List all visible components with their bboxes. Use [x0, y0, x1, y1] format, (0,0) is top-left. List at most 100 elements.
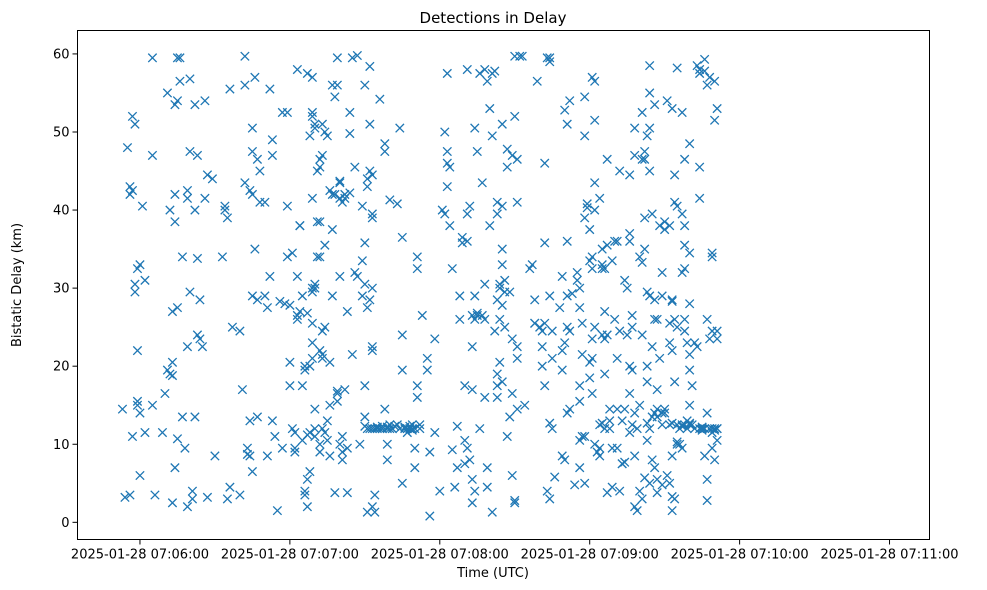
- data-point: [637, 257, 647, 268]
- data-point: [262, 302, 273, 313]
- data-point: [615, 326, 625, 336]
- data-point: [565, 96, 575, 106]
- data-point: [625, 427, 635, 438]
- data-point: [342, 488, 353, 498]
- data-point: [130, 279, 140, 289]
- data-point: [280, 299, 290, 309]
- data-point: [147, 400, 158, 410]
- data-point: [615, 166, 625, 176]
- data-point: [460, 381, 470, 391]
- data-point: [317, 349, 328, 360]
- data-point: [470, 486, 480, 496]
- data-point: [467, 384, 477, 395]
- data-point: [582, 199, 592, 209]
- data-point: [557, 365, 567, 375]
- data-point: [560, 105, 570, 115]
- data-markers: [117, 50, 722, 521]
- data-point: [567, 288, 577, 299]
- data-point: [382, 439, 392, 449]
- data-point: [452, 463, 462, 473]
- data-point: [712, 326, 722, 336]
- data-point: [677, 443, 687, 453]
- data-point: [669, 314, 680, 325]
- data-point: [327, 291, 338, 301]
- data-point: [662, 470, 672, 481]
- data-point: [285, 357, 295, 367]
- data-point: [669, 494, 680, 504]
- data-point: [492, 392, 502, 403]
- data-point: [557, 271, 567, 282]
- data-point: [140, 427, 150, 438]
- data-point: [300, 486, 310, 496]
- data-point: [702, 314, 712, 325]
- data-point: [225, 482, 235, 492]
- data-point: [282, 107, 293, 118]
- data-point: [699, 54, 710, 65]
- data-point: [345, 128, 355, 139]
- data-point: [465, 455, 475, 465]
- data-point: [292, 271, 303, 282]
- data-point: [475, 423, 485, 434]
- data-point: [367, 502, 377, 512]
- data-point: [642, 418, 652, 428]
- data-point: [345, 188, 355, 198]
- data-point: [235, 490, 245, 500]
- data-point: [242, 443, 253, 453]
- data-point: [669, 170, 680, 180]
- data-point: [547, 326, 557, 336]
- data-point: [580, 131, 590, 141]
- data-point: [302, 474, 313, 485]
- data-point: [500, 322, 510, 332]
- data-point: [542, 486, 552, 496]
- data-point: [315, 217, 325, 227]
- data-point: [709, 76, 720, 86]
- data-point: [310, 283, 320, 293]
- data-point: [679, 326, 690, 336]
- data-point: [677, 209, 687, 219]
- y-axis-label: Bistatic Delay (km): [10, 223, 25, 347]
- data-point: [512, 154, 522, 164]
- data-point: [659, 408, 670, 418]
- data-point: [537, 342, 547, 352]
- data-point: [647, 209, 657, 219]
- data-point: [507, 334, 517, 344]
- data-point: [622, 330, 632, 340]
- data-point: [285, 300, 295, 310]
- data-point: [560, 338, 570, 348]
- data-point: [442, 181, 452, 192]
- data-point: [510, 498, 520, 508]
- data-point: [645, 88, 655, 98]
- data-point: [352, 50, 362, 61]
- data-point: [602, 154, 612, 164]
- data-point: [492, 209, 502, 219]
- data-point: [699, 66, 710, 76]
- data-point: [272, 505, 283, 516]
- data-point: [709, 425, 720, 435]
- data-point: [147, 53, 158, 63]
- data-point: [310, 404, 320, 414]
- data-point: [315, 439, 325, 449]
- data-point: [585, 224, 595, 235]
- data-point: [247, 466, 258, 477]
- data-point: [325, 451, 335, 461]
- data-point: [694, 64, 705, 75]
- data-point: [275, 296, 285, 307]
- data-point: [135, 408, 145, 418]
- data-point: [192, 150, 203, 161]
- data-point: [175, 76, 185, 86]
- data-point: [352, 271, 362, 282]
- data-point: [557, 345, 567, 356]
- data-point: [337, 431, 348, 442]
- data-point: [625, 228, 635, 239]
- data-point: [610, 236, 620, 246]
- data-point: [445, 221, 455, 231]
- data-point: [240, 51, 250, 61]
- data-point: [532, 76, 542, 86]
- data-point: [545, 494, 555, 504]
- data-point: [467, 474, 477, 485]
- data-point: [679, 221, 690, 231]
- data-point: [500, 275, 510, 285]
- data-point: [540, 381, 550, 391]
- data-point: [407, 423, 417, 434]
- data-point: [310, 431, 320, 442]
